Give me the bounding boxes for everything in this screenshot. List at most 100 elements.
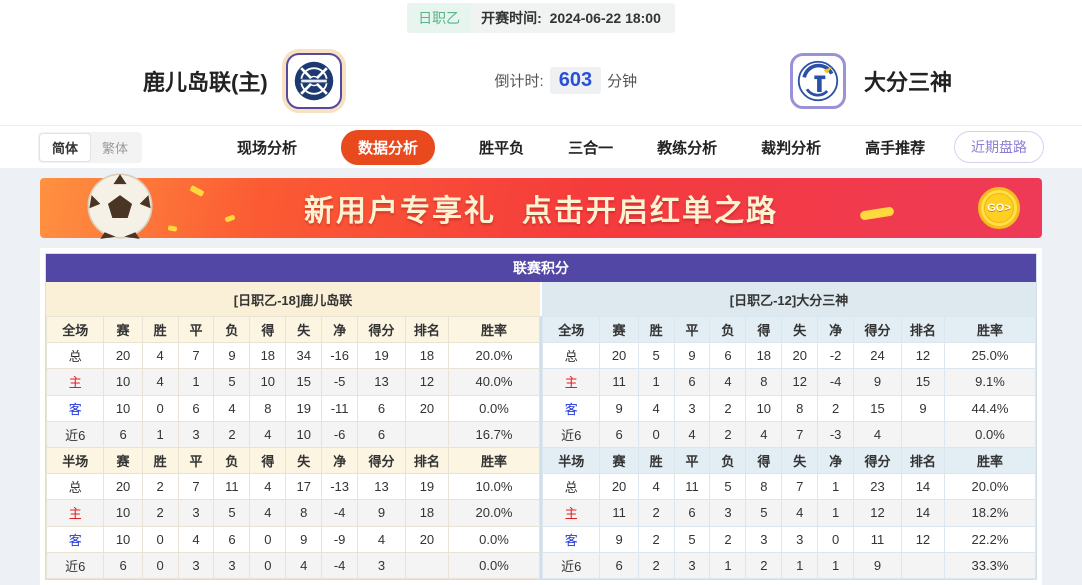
stat-cell: 6: [599, 551, 639, 580]
column-header: 半场: [45, 446, 105, 475]
stat-cell: [900, 420, 945, 448]
stat-cell: 14: [900, 473, 945, 501]
column-header: 胜: [637, 315, 675, 344]
column-header: 负: [213, 446, 251, 475]
tab-数据分析[interactable]: 数据分析: [341, 129, 436, 165]
row-label: 近6: [45, 420, 105, 448]
row-label: 总: [45, 342, 105, 370]
column-header: 赛: [103, 446, 143, 475]
stat-cell: 2: [141, 473, 179, 501]
row-label: 主: [45, 499, 105, 527]
column-header: 平: [177, 446, 215, 475]
column-header: 胜率: [943, 315, 1037, 344]
column-header: 胜率: [447, 446, 541, 475]
away-team: 大分三神: [789, 52, 952, 109]
tab-现场分析[interactable]: 现场分析: [237, 139, 298, 157]
countdown-unit: 分钟: [607, 73, 638, 90]
column-header: 失: [781, 315, 819, 344]
stat-cell: 1: [817, 551, 855, 580]
tab-三合一[interactable]: 三合一: [568, 139, 614, 157]
table-row: 主 10 4 1 5 10 15 -5 13 12 40.0%: [45, 368, 541, 396]
column-header: 胜: [637, 446, 675, 475]
stat-cell: 0: [141, 525, 179, 553]
stat-cell: 5: [213, 368, 251, 396]
stat-cell: 6: [599, 420, 639, 448]
lang-simplified-button[interactable]: 简体: [40, 133, 91, 161]
stat-cell: 10: [285, 420, 323, 448]
column-header: 胜: [141, 446, 179, 475]
stat-cell: 12: [404, 368, 449, 396]
stat-cell: -6: [321, 420, 359, 448]
stat-cell: 4: [213, 394, 251, 422]
tab-教练分析[interactable]: 教练分析: [657, 139, 718, 157]
table-row: 主 11 1 6 4 8 12 -4 9 15 9.1%: [541, 368, 1037, 396]
stat-cell: 3: [673, 551, 711, 580]
stat-cell: 10: [103, 394, 143, 422]
stat-cell: 5: [213, 499, 251, 527]
stat-cell: 9.1%: [943, 368, 1037, 396]
stat-cell: -4: [321, 499, 359, 527]
tab-胜平负[interactable]: 胜平负: [479, 139, 525, 157]
column-header: 净: [817, 315, 855, 344]
column-header: 负: [709, 446, 747, 475]
table-row: 总 20 2 7 11 4 17 -13 13 19 10.0%: [45, 473, 541, 501]
recent-odds-button[interactable]: 近期盘路: [954, 131, 1044, 163]
stat-cell: 9: [285, 525, 323, 553]
stat-cell: 10: [249, 368, 287, 396]
stat-cell: 34: [285, 342, 323, 370]
column-header-row: 全场赛胜平负得失净得分 排名 胜率: [541, 315, 1037, 344]
stat-cell: 20.0%: [943, 473, 1037, 501]
column-header: 排名: [900, 446, 945, 475]
stat-cell: 19: [404, 473, 449, 501]
stat-cell: 4: [853, 420, 902, 448]
row-label: 近6: [45, 551, 105, 580]
tab-裁判分析[interactable]: 裁判分析: [761, 139, 822, 157]
stat-cell: 0.0%: [447, 551, 541, 580]
countdown: 倒计时: 603 分钟: [495, 67, 638, 94]
stat-cell: 2: [141, 499, 179, 527]
home-team: 鹿儿岛联(主): [143, 52, 342, 109]
stat-cell: 4: [637, 473, 675, 501]
stat-cell: 6: [357, 420, 406, 448]
stat-cell: 0: [249, 525, 287, 553]
stat-cell: 3: [177, 499, 215, 527]
row-label: 近6: [541, 420, 601, 448]
row-label: 客: [541, 525, 601, 553]
stat-cell: 2: [709, 394, 747, 422]
stat-cell: 6: [357, 394, 406, 422]
language-toggle: 简体 繁体: [38, 131, 143, 163]
stat-cell: 20: [781, 342, 819, 370]
stat-cell: 20.0%: [447, 342, 541, 370]
stat-cell: 19: [285, 394, 323, 422]
column-header-row: 半场赛胜平负得失净得分 排名 胜率: [541, 446, 1037, 475]
stat-cell: 3: [781, 525, 819, 553]
table-row: 客 10 0 4 6 0 9 -9 4 20 0.0%: [45, 525, 541, 553]
stat-cell: 5: [745, 499, 783, 527]
promo-banner[interactable]: 新用户专享礼 点击开启红单之路 GO>: [40, 173, 1042, 239]
banner-text-2: 点击开启红单之路: [522, 195, 778, 228]
table-row: 近6 6 0 3 3 0 4 -4 3 0.0%: [45, 551, 541, 580]
stat-cell: -9: [321, 525, 359, 553]
stat-cell: 20: [599, 473, 639, 501]
banner-text: 新用户专享礼 点击开启红单之路: [40, 178, 1042, 238]
stat-cell: -16: [321, 342, 359, 370]
tab-高手推荐[interactable]: 高手推荐: [865, 139, 926, 157]
stat-cell: 20: [404, 525, 449, 553]
stat-cell: 12: [900, 342, 945, 370]
stat-cell: 18: [404, 342, 449, 370]
stat-cell: 5: [637, 342, 675, 370]
stat-cell: 2: [745, 551, 783, 580]
table-row: 近6 6 0 4 2 4 7 -3 4 0.0%: [541, 420, 1037, 448]
stat-cell: 9: [853, 551, 902, 580]
stat-cell: 12: [900, 525, 945, 553]
stat-cell: 18: [745, 342, 783, 370]
stat-cell: 2: [709, 525, 747, 553]
column-header-row: 全场赛胜平负得失净得分 排名 胜率: [45, 315, 541, 344]
stat-cell: 3: [745, 525, 783, 553]
stat-cell: 0: [249, 551, 287, 580]
stat-cell: 4: [781, 499, 819, 527]
stat-cell: 11: [213, 473, 251, 501]
stat-cell: 10: [103, 368, 143, 396]
lang-traditional-button[interactable]: 繁体: [102, 140, 129, 156]
go-button[interactable]: GO>: [978, 187, 1020, 229]
